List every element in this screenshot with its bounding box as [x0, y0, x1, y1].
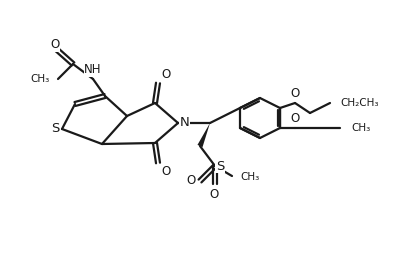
Text: NH: NH	[84, 63, 102, 76]
Polygon shape	[198, 123, 210, 147]
Text: O: O	[209, 188, 219, 201]
Text: O: O	[290, 112, 300, 125]
Text: CH₃: CH₃	[240, 172, 259, 182]
Text: CH₃: CH₃	[31, 74, 50, 84]
Text: O: O	[161, 165, 170, 178]
Text: S: S	[51, 123, 59, 135]
Text: S: S	[216, 159, 224, 173]
Text: O: O	[50, 38, 60, 51]
Text: CH₂CH₃: CH₂CH₃	[340, 98, 379, 108]
Text: O: O	[290, 87, 300, 100]
Text: CH₃: CH₃	[351, 123, 370, 133]
Text: O: O	[161, 68, 170, 81]
Text: N: N	[180, 116, 190, 130]
Text: O: O	[187, 175, 196, 187]
